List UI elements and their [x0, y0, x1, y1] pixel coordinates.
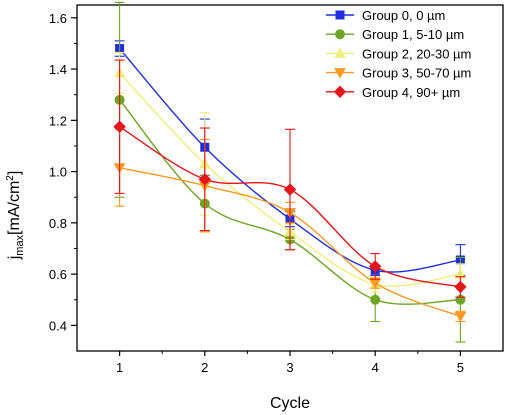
legend-marker: [333, 85, 347, 99]
y-axis-title-sub: max: [14, 234, 26, 255]
y-tick-label: 0.4: [49, 318, 67, 333]
y-tick-label: 1.2: [49, 113, 67, 128]
y-axis-title-main: j: [6, 256, 23, 261]
data-point: [454, 311, 467, 323]
y-tick-label: 1.4: [49, 62, 67, 77]
legend-item: Group 1, 5-10 µm: [326, 27, 464, 42]
data-point: [113, 120, 126, 133]
y-tick-label: 1.6: [49, 11, 67, 26]
legend-label: Group 3, 50-70 µm: [362, 66, 471, 81]
legend-marker: [335, 29, 345, 40]
legend: Group 0, 0 µm Group 1, 5-10 µm Group 2, 20…: [326, 8, 471, 100]
data-point: [198, 173, 212, 186]
y-axis-title-unit-end: ]: [6, 171, 23, 175]
series-layer: [113, 1, 467, 343]
legend-label: Group 4, 90+ µm: [362, 85, 460, 100]
data-point: [370, 294, 381, 305]
data-point: [454, 280, 467, 294]
legend-marker: [335, 10, 345, 20]
y-tick-label: 0.6: [49, 267, 67, 282]
x-tick-label: 1: [116, 360, 123, 375]
legend-item: Group 2, 20-30 µm: [326, 46, 471, 61]
series-4: [113, 59, 467, 298]
svg-text:jmax[mA/cm2]: jmax[mA/cm2]: [5, 171, 26, 261]
ticks: 1 2 3 4 5 0.4 0.6 0.8 1.0 1.2 1.4 1.6: [49, 11, 464, 375]
y-axis-title: jmax[mA/cm2]: [5, 171, 26, 261]
legend-label: Group 2, 20-30 µm: [362, 46, 471, 61]
data-point: [368, 260, 382, 273]
x-tick-label: 5: [457, 360, 464, 375]
legend-item: Group 4, 90+ µm: [326, 85, 460, 100]
legend-marker: [334, 47, 346, 58]
legend-item: Group 3, 50-70 µm: [326, 66, 471, 81]
y-axis-title-unit-sup: 2: [5, 175, 16, 181]
x-axis-title: Cycle: [270, 395, 310, 412]
legend-marker: [334, 68, 346, 79]
legend-label: Group 0, 0 µm: [362, 8, 445, 23]
legend-label: Group 1, 5-10 µm: [362, 27, 464, 42]
x-tick-label: 4: [372, 360, 379, 375]
x-tick-label: 3: [286, 360, 293, 375]
x-tick-label: 2: [201, 360, 208, 375]
y-tick-label: 0.8: [49, 216, 67, 231]
y-axis-title-unit: [mA/cm: [6, 181, 23, 235]
legend-item: Group 0, 0 µm: [326, 8, 445, 23]
y-tick-label: 1.0: [49, 165, 67, 180]
data-point: [283, 183, 297, 196]
